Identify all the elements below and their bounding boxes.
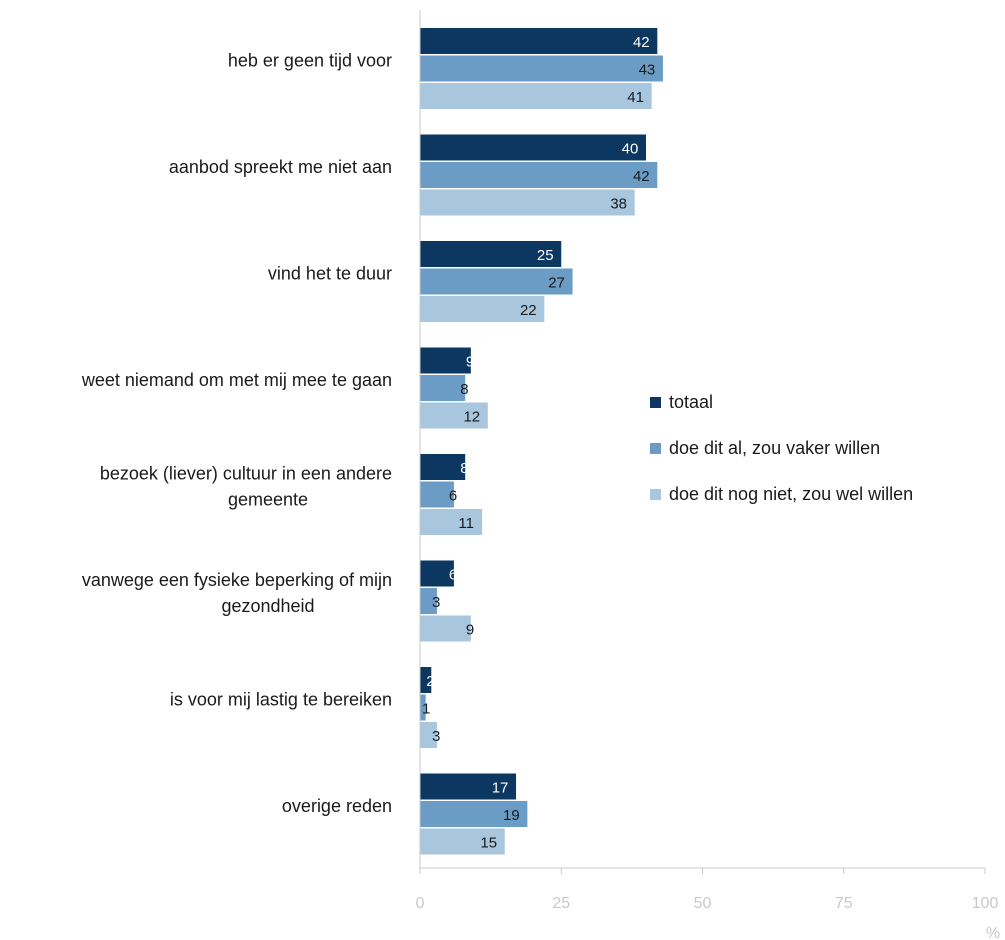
category-label: bezoek (liever) cultuur in een andere bbox=[100, 464, 392, 484]
data-label: 8 bbox=[460, 381, 468, 398]
bar bbox=[420, 667, 432, 693]
data-label: 3 bbox=[432, 728, 440, 745]
category-label: vind het te duur bbox=[268, 264, 392, 284]
data-label: 22 bbox=[520, 302, 537, 319]
bar bbox=[420, 347, 471, 374]
legend-label: doe dit al, zou vaker willen bbox=[669, 438, 880, 458]
bar bbox=[420, 828, 505, 855]
legend-swatch bbox=[650, 443, 661, 454]
data-label: 27 bbox=[548, 275, 565, 292]
bar bbox=[420, 28, 658, 54]
x-tick-label: 75 bbox=[835, 895, 853, 912]
bar bbox=[420, 162, 658, 188]
data-label: 19 bbox=[503, 807, 520, 824]
bar bbox=[420, 83, 652, 109]
bar bbox=[420, 134, 646, 161]
data-label: 8 bbox=[460, 460, 468, 477]
category-label: gemeente bbox=[228, 490, 308, 510]
data-label: 1 bbox=[422, 701, 430, 718]
legend: totaal doe dit al, zou vaker willen doe di… bbox=[650, 392, 913, 504]
data-label: 38 bbox=[610, 196, 627, 213]
category-label: overige reden bbox=[282, 796, 392, 816]
bar bbox=[420, 801, 528, 827]
bar bbox=[420, 588, 437, 614]
data-label: 9 bbox=[466, 354, 474, 371]
bar bbox=[420, 560, 454, 587]
data-label: 6 bbox=[449, 567, 457, 584]
bar bbox=[420, 694, 426, 721]
x-tick-label: 25 bbox=[552, 895, 570, 912]
data-label: 17 bbox=[492, 780, 509, 797]
data-label: 42 bbox=[633, 34, 650, 51]
category-label: aanbod spreekt me niet aan bbox=[169, 157, 392, 177]
data-label: 9 bbox=[466, 622, 474, 639]
bar bbox=[420, 296, 545, 322]
bar bbox=[420, 509, 483, 535]
data-label: 15 bbox=[480, 835, 497, 852]
category-label: gezondheid bbox=[221, 596, 314, 616]
bar bbox=[420, 268, 573, 295]
legend-label: totaal bbox=[669, 392, 713, 412]
data-label: 25 bbox=[537, 247, 554, 264]
x-tick-label: 50 bbox=[694, 895, 712, 912]
bar bbox=[420, 189, 635, 216]
bar bbox=[420, 722, 437, 748]
bar bbox=[420, 55, 663, 82]
data-label: 2 bbox=[426, 673, 434, 690]
category-label: weet niemand om met mij mee te gaan bbox=[81, 370, 392, 390]
bar bbox=[420, 481, 454, 508]
x-tick-label: 100 bbox=[972, 895, 999, 912]
bar bbox=[420, 454, 466, 480]
category-label: heb er geen tijd voor bbox=[228, 51, 392, 71]
category-label: vanwege een fysieke beperking of mijn bbox=[82, 570, 392, 590]
bar bbox=[420, 241, 562, 267]
data-label: 12 bbox=[463, 409, 480, 426]
bar bbox=[420, 615, 471, 642]
data-label: 43 bbox=[639, 62, 656, 79]
bar bbox=[420, 402, 488, 429]
x-unit-label: % bbox=[986, 925, 1000, 940]
data-label: 42 bbox=[633, 168, 650, 185]
data-label: 40 bbox=[622, 141, 639, 158]
x-tick-label: 0 bbox=[416, 895, 425, 912]
category-labels-group: heb er geen tijd voor aanbod spreekt me n… bbox=[81, 51, 392, 817]
data-label: 3 bbox=[432, 594, 440, 611]
legend-label: doe dit nog niet, zou wel willen bbox=[669, 484, 913, 504]
category-label: is voor mij lastig te bereiken bbox=[170, 690, 392, 710]
bars-group bbox=[420, 28, 663, 855]
data-label: 41 bbox=[627, 89, 644, 106]
axes-group: 0 25 50 75 100% bbox=[416, 10, 1000, 940]
data-label: 6 bbox=[449, 488, 457, 505]
legend-swatch bbox=[650, 397, 661, 408]
bar bbox=[420, 773, 517, 800]
bar bbox=[420, 375, 466, 401]
legend-swatch bbox=[650, 489, 661, 500]
data-label: 11 bbox=[458, 515, 474, 532]
